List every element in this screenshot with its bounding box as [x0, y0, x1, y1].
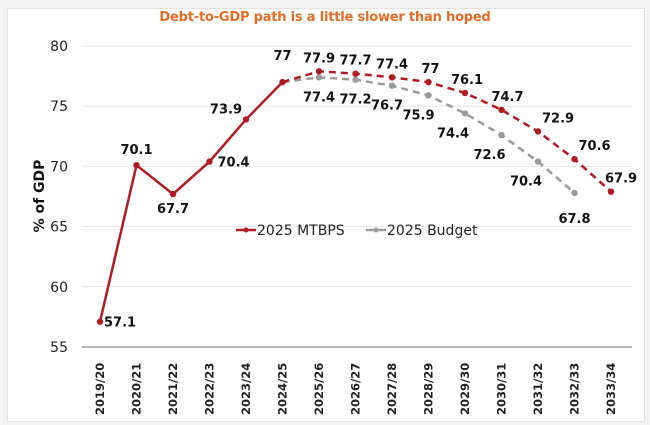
x-tick-label: 2024/25 — [276, 363, 290, 415]
x-tick-label: 2028/29 — [422, 363, 436, 415]
budget-point — [534, 158, 542, 165]
mtbps-point — [388, 74, 396, 81]
mtbps-line-actual — [98, 81, 284, 322]
mtbps-point — [352, 70, 359, 77]
mtbps-point — [534, 128, 542, 135]
mtbps-data-label: 70.4 — [218, 156, 250, 171]
budget-data-label: 70.4 — [510, 175, 542, 190]
legend: 2025 MTBPS 2025 Budget — [236, 223, 478, 239]
series-lines — [96, 68, 615, 325]
x-tick-label: 2032/33 — [568, 363, 582, 415]
x-tick-label: 2019/20 — [93, 363, 107, 415]
x-tick-label: 2020/21 — [130, 363, 144, 415]
x-tick-label: 2027/28 — [385, 363, 399, 415]
mtbps-point — [279, 78, 286, 86]
budget-data-label: 76.7 — [371, 99, 403, 114]
x-tick-label: 2026/27 — [349, 363, 363, 415]
mtbps-data-label: 77 — [421, 62, 439, 77]
mtbps-data-label: 77 — [273, 49, 291, 64]
mtbps-point — [425, 78, 432, 86]
mtbps-point — [498, 106, 505, 114]
x-axis: 2019/20 2020/21 2021/22 2022/23 2023/24 2024/… — [93, 363, 618, 415]
x-tick-label: 2029/30 — [458, 363, 472, 415]
budget-data-label: 67.8 — [558, 212, 590, 227]
x-tick-label: 2021/22 — [166, 363, 180, 415]
mtbps-line-projected — [282, 70, 612, 193]
x-tick-label: 2030/31 — [495, 363, 509, 415]
x-tick-label: 2023/24 — [239, 363, 253, 415]
mtbps-point — [133, 161, 140, 169]
mtbps-data-label: 73.9 — [210, 102, 242, 117]
mtbps-data-label: 76.1 — [451, 73, 483, 88]
mtbps-point — [242, 116, 250, 123]
budget-point — [352, 76, 359, 83]
mtbps-point — [169, 190, 177, 198]
mtbps-data-label: 77.7 — [339, 54, 371, 69]
budget-data-label: 77.2 — [339, 93, 371, 108]
budget-data-label: 74.4 — [437, 126, 469, 141]
legend-mtbps-marker — [243, 227, 249, 233]
y-tick-label: 80 — [50, 39, 68, 55]
y-tick-label: 65 — [50, 220, 68, 236]
budget-point — [461, 110, 469, 117]
budget-point — [388, 82, 396, 89]
data-labels: 57.1 70.1 67.7 70.4 73.9 77 77.9 77.7 77.4 77 76.1… — [104, 49, 637, 331]
mtbps-point — [96, 318, 104, 325]
y-tick-label: 70 — [50, 159, 68, 175]
budget-data-label: 75.9 — [402, 108, 434, 123]
mtbps-data-label: 77.4 — [376, 57, 408, 72]
mtbps-point — [206, 158, 213, 165]
legend-budget-marker — [373, 227, 379, 233]
mtbps-data-label: 67.9 — [605, 172, 637, 187]
y-tick-label: 75 — [50, 99, 68, 115]
legend-budget-label: 2025 Budget — [387, 223, 478, 239]
budget-data-label: 72.6 — [473, 148, 505, 163]
x-tick-label: 2031/32 — [531, 363, 545, 415]
y-tick-label: 60 — [50, 280, 68, 296]
mtbps-point — [461, 89, 469, 97]
legend-item-mtbps[interactable]: 2025 MTBPS — [236, 223, 345, 239]
legend-item-budget[interactable]: 2025 Budget — [366, 223, 478, 239]
mtbps-point — [315, 68, 323, 75]
budget-point — [571, 189, 578, 197]
x-tick-label: 2033/34 — [604, 363, 618, 415]
chart-title: Debt-to-GDP path is a little slower than… — [159, 10, 491, 25]
mtbps-data-label: 57.1 — [104, 316, 136, 331]
budget-point — [498, 131, 505, 139]
mtbps-data-label: 67.7 — [157, 202, 189, 217]
budget-point — [425, 92, 432, 99]
mtbps-point — [607, 188, 615, 195]
chart-frame — [7, 8, 645, 422]
y-axis-ticks: 55 60 65 70 75 80 — [50, 39, 68, 356]
mtbps-data-label: 77.9 — [303, 51, 335, 66]
x-tick-label: 2025/26 — [312, 363, 326, 415]
y-tick-label: 55 — [50, 340, 68, 356]
budget-point — [315, 74, 323, 81]
budget-data-label: 77.4 — [303, 90, 335, 105]
mtbps-point — [571, 155, 578, 163]
legend-mtbps-label: 2025 MTBPS — [257, 223, 345, 239]
y-axis-label: % of GDP — [32, 160, 48, 233]
gridlines — [82, 45, 632, 348]
mtbps-data-label: 72.9 — [542, 111, 574, 126]
mtbps-data-label: 70.1 — [120, 143, 152, 158]
mtbps-data-label: 70.6 — [579, 139, 611, 154]
mtbps-data-label: 74.7 — [491, 90, 523, 105]
x-tick-label: 2022/23 — [203, 363, 217, 415]
